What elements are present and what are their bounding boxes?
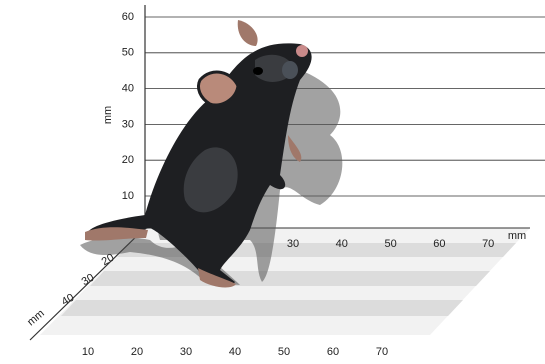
depth-axis-label: mm xyxy=(25,307,47,328)
back-tick-label: 60 xyxy=(433,238,445,250)
vertical-tick-label: 60 xyxy=(122,11,134,23)
front-tick-label: 50 xyxy=(278,346,290,358)
front-tick-label: 20 xyxy=(131,346,143,358)
back-tick-label: 40 xyxy=(336,238,348,250)
front-tick-label: 70 xyxy=(376,346,388,358)
back-axis-label: mm xyxy=(508,230,526,242)
front-tick-label: 30 xyxy=(180,346,192,358)
vertical-tick-label: 30 xyxy=(122,118,134,130)
back-tick-label: 50 xyxy=(384,238,396,250)
front-tick-label: 60 xyxy=(327,346,339,358)
vertical-tick-label: 50 xyxy=(122,47,134,59)
vertical-tick-label: 40 xyxy=(122,83,134,95)
vertical-tick-label: 20 xyxy=(122,154,134,166)
measurement-illustration: 102030405060mm3040506070mm203040mm102030… xyxy=(0,0,545,364)
vertical-axis-label: mm xyxy=(102,106,114,124)
back-tick-label: 30 xyxy=(287,238,299,250)
front-tick-label: 40 xyxy=(229,346,241,358)
front-tick-label: 10 xyxy=(82,346,94,358)
vertical-tick-label: 10 xyxy=(122,190,134,202)
back-tick-label: 70 xyxy=(482,238,494,250)
